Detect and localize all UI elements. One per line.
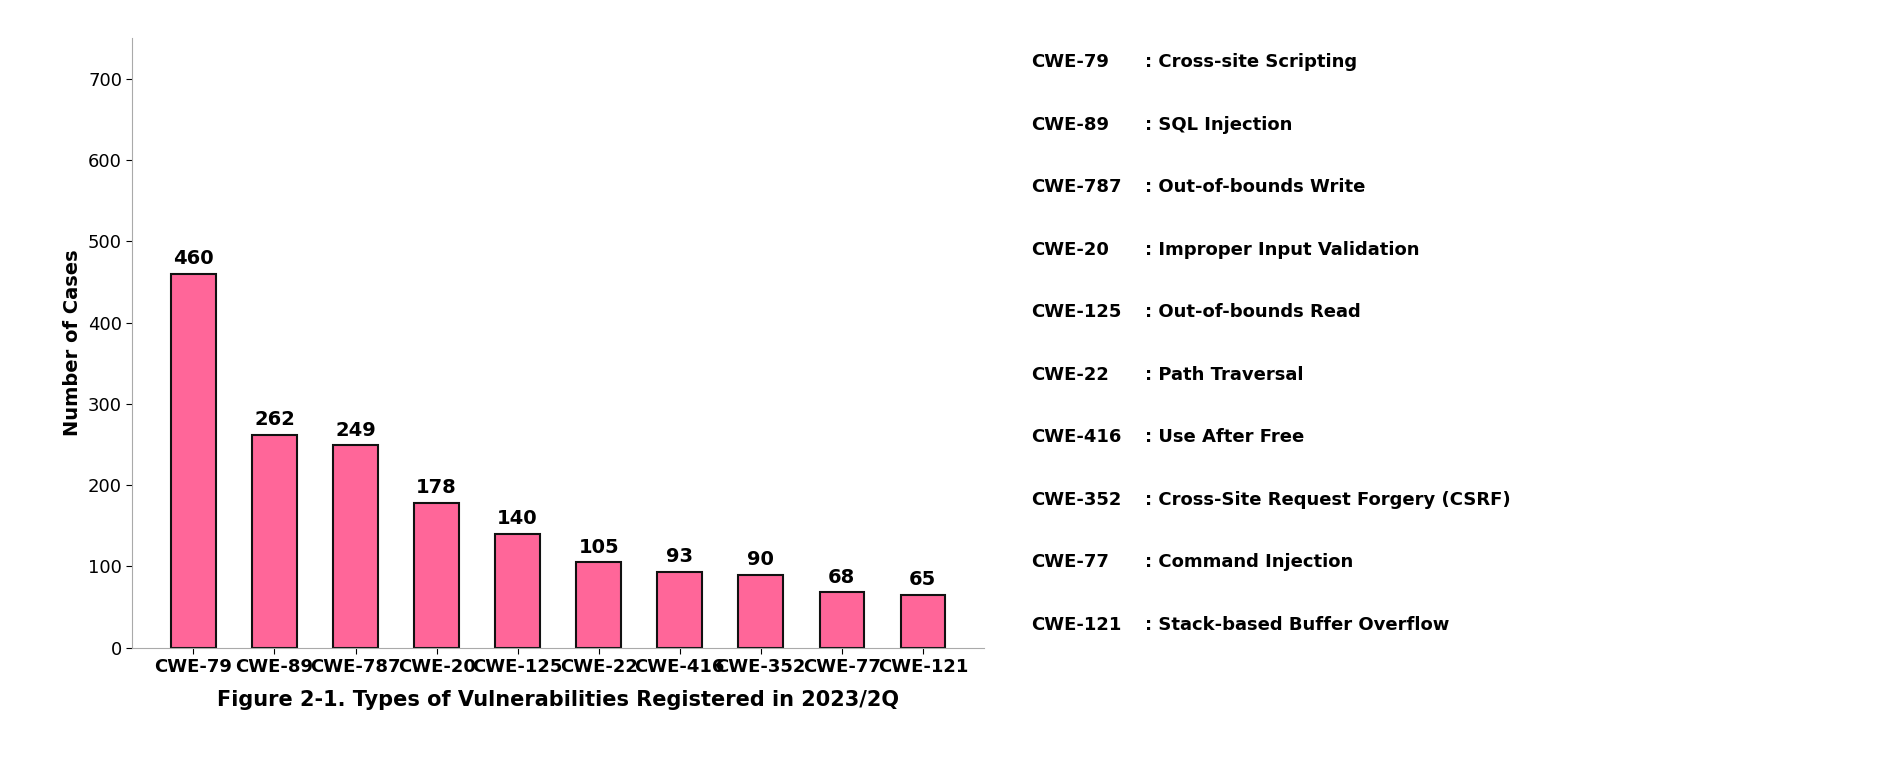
Text: 93: 93 — [666, 547, 692, 566]
Bar — [657, 572, 702, 648]
Text: CWE-22: CWE-22 — [1031, 366, 1109, 384]
Bar — [414, 503, 460, 648]
Bar — [252, 435, 297, 648]
Bar — [333, 445, 378, 648]
Text: CWE-787: CWE-787 — [1031, 178, 1122, 197]
Text: : Cross-site Scripting: : Cross-site Scripting — [1145, 53, 1357, 72]
Text: : Out-of-bounds Write: : Out-of-bounds Write — [1145, 178, 1364, 197]
Y-axis label: Number of Cases: Number of Cases — [64, 250, 83, 436]
Text: CWE-20: CWE-20 — [1031, 241, 1109, 259]
Text: 65: 65 — [910, 570, 937, 589]
Text: 68: 68 — [829, 568, 855, 587]
Text: 105: 105 — [579, 538, 619, 557]
Bar — [496, 534, 539, 648]
Text: : Cross-Site Request Forgery (CSRF): : Cross-Site Request Forgery (CSRF) — [1145, 491, 1510, 509]
Text: 90: 90 — [747, 550, 774, 569]
Text: 249: 249 — [335, 421, 377, 440]
Text: CWE-125: CWE-125 — [1031, 303, 1122, 322]
Text: : Path Traversal: : Path Traversal — [1145, 366, 1304, 384]
Text: CWE-416: CWE-416 — [1031, 428, 1122, 447]
Text: 178: 178 — [416, 479, 458, 498]
Text: : Stack-based Buffer Overflow: : Stack-based Buffer Overflow — [1145, 616, 1449, 634]
Text: 262: 262 — [254, 410, 295, 429]
Text: : Improper Input Validation: : Improper Input Validation — [1145, 241, 1419, 259]
Text: : Command Injection: : Command Injection — [1145, 553, 1353, 572]
Bar — [577, 562, 621, 648]
Bar — [819, 592, 865, 648]
X-axis label: Figure 2-1. Types of Vulnerabilities Registered in 2023/2Q: Figure 2-1. Types of Vulnerabilities Reg… — [218, 690, 899, 710]
Text: CWE-352: CWE-352 — [1031, 491, 1122, 509]
Text: : Out-of-bounds Read: : Out-of-bounds Read — [1145, 303, 1360, 322]
Text: : Use After Free: : Use After Free — [1145, 428, 1304, 447]
Text: 140: 140 — [498, 509, 537, 528]
Text: CWE-77: CWE-77 — [1031, 553, 1109, 572]
Text: CWE-79: CWE-79 — [1031, 53, 1109, 72]
Text: 460: 460 — [172, 249, 214, 268]
Bar — [738, 575, 783, 648]
Bar — [901, 595, 946, 648]
Bar — [170, 274, 216, 648]
Text: : SQL Injection: : SQL Injection — [1145, 116, 1292, 134]
Text: CWE-89: CWE-89 — [1031, 116, 1109, 134]
Text: CWE-121: CWE-121 — [1031, 616, 1122, 634]
